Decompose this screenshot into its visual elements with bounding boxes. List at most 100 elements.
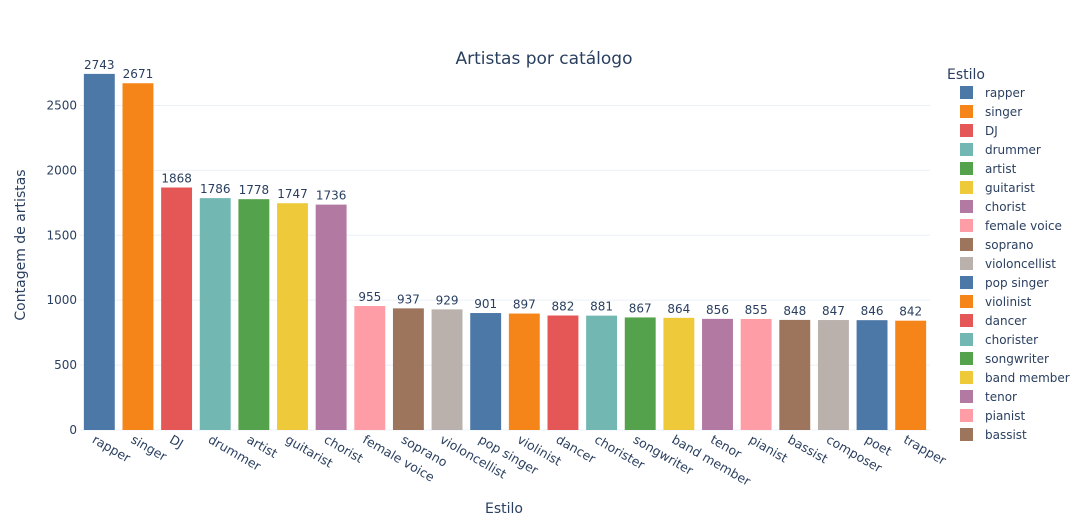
legend-item[interactable]: tenor [985,390,1017,404]
bar [663,317,695,430]
data-label: 1868 [161,171,192,185]
bar [779,319,811,430]
bar [895,320,927,430]
legend-swatch[interactable] [960,124,973,137]
legend-swatch[interactable] [960,428,973,441]
legend-item[interactable]: band member [985,371,1070,385]
data-label: 881 [590,300,613,314]
legend-item[interactable]: violinist [985,295,1032,309]
bar [199,198,231,430]
bar [431,309,463,430]
x-tick-label: singer [128,432,170,465]
data-label: 855 [745,303,768,317]
y-tick-label: 2500 [46,98,77,112]
data-label: 848 [783,304,806,318]
x-tick-label: rapper [90,432,134,466]
legend-swatch[interactable] [960,200,973,213]
legend-title: Estilo [947,67,985,83]
y-tick-label: 1000 [46,293,77,307]
bar [161,187,193,430]
legend-swatch[interactable] [960,86,973,99]
bar [547,315,579,430]
legend-swatch[interactable] [960,143,973,156]
legend-item[interactable]: dancer [985,314,1027,328]
legend-swatch[interactable] [960,333,973,346]
bar [624,317,656,430]
data-label: 882 [552,299,575,313]
data-label: 2743 [84,58,115,72]
bar [740,319,772,430]
legend-swatch[interactable] [960,352,973,365]
x-tick-label: trapper [901,432,949,469]
data-label: 846 [861,304,884,318]
data-label: 842 [899,305,922,319]
bar [277,203,308,430]
legend-item[interactable]: female voice [985,219,1062,233]
legend-item[interactable]: artist [985,162,1017,176]
data-label: 867 [629,301,652,315]
legend-item[interactable]: bassist [985,428,1027,442]
legend-swatch[interactable] [960,238,973,251]
legend-swatch[interactable] [960,219,973,232]
legend-swatch[interactable] [960,276,973,289]
legend-item[interactable]: chorister [985,333,1038,347]
bar [354,306,386,430]
data-label: 856 [706,303,729,317]
legend-swatch[interactable] [960,181,973,194]
data-label: 2671 [123,67,154,81]
legend-item[interactable]: rapper [985,86,1025,100]
bar [586,315,618,430]
data-label: 864 [667,302,690,316]
legend-swatch[interactable] [960,257,973,270]
data-label: 1778 [239,183,270,197]
y-tick-label: 1500 [46,228,77,242]
bar [702,318,733,430]
legend-item[interactable]: songwriter [985,352,1049,366]
data-label: 1747 [277,187,308,201]
legend-swatch[interactable] [960,390,973,403]
bar [83,73,115,430]
data-label: 937 [397,292,420,306]
legend-swatch[interactable] [960,105,973,118]
legend-item[interactable]: singer [985,105,1022,119]
y-tick-label: 500 [54,358,77,372]
data-label: 929 [436,293,459,307]
y-axis-ticks: 0 500 1000 1500 2000 2500 [46,98,77,437]
legend-item[interactable]: pianist [985,409,1025,423]
bar [470,313,502,430]
bar [817,320,849,430]
bars: 2743 2671 1868 1786 1778 1747 1736 955 937 929 901… [83,58,927,431]
chart-title: Artistas por catálogo [456,49,633,69]
legend-swatch[interactable] [960,314,973,327]
legend-item[interactable]: pop singer [985,276,1049,290]
data-label: 847 [822,304,845,318]
bar [392,308,424,430]
legend-item[interactable]: DJ [985,124,998,138]
legend-item[interactable]: guitarist [985,181,1035,195]
data-label: 1786 [200,182,231,196]
x-axis-title: Estilo [485,501,523,517]
bar [315,204,347,430]
x-tick-label: bassist [785,432,830,467]
legend-swatch[interactable] [960,409,973,422]
legend-swatch[interactable] [960,162,973,175]
legend-swatch[interactable] [960,371,973,384]
data-label: 1736 [316,189,347,203]
y-tick-label: 0 [69,423,77,437]
legend: Estilo rapper singer DJ drummer artist guitar… [947,67,1070,442]
bar [856,320,888,430]
data-label: 901 [474,297,497,311]
legend-item[interactable]: chorist [985,200,1026,214]
bar [238,199,270,430]
legend-item[interactable]: violoncellist [985,257,1056,271]
legend-swatch[interactable] [960,295,973,308]
bar [508,313,540,430]
y-axis-title: Contagem de artistas [13,169,29,320]
legend-item[interactable]: soprano [985,238,1033,252]
data-label: 897 [513,298,536,312]
legend-item[interactable]: drummer [985,143,1041,157]
y-tick-label: 2000 [46,163,77,177]
x-tick-label: pianist [747,432,791,466]
